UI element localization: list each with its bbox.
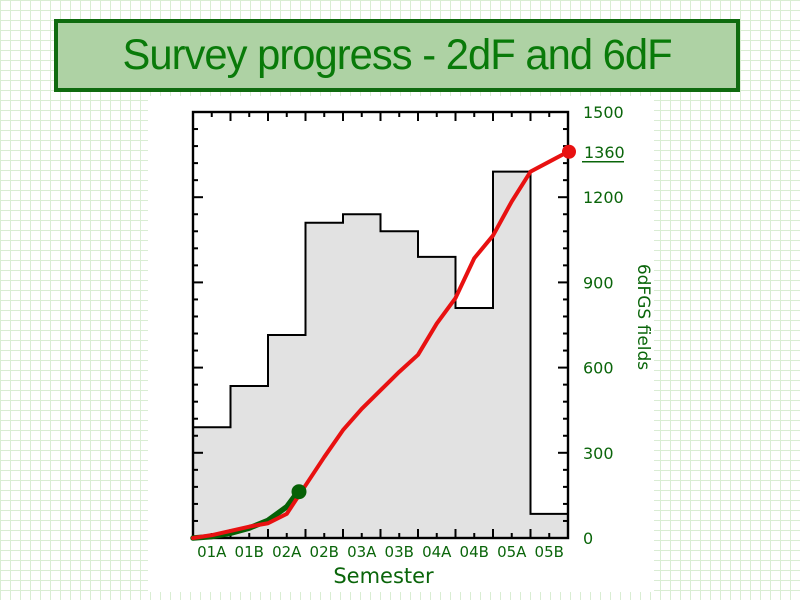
chart-figure: 0 300 600 900 1200 1500 1360 6dFGS fields 01A 01B… — [148, 96, 654, 592]
y-tick-label: 300 — [583, 444, 614, 463]
x-tick-label: 05B — [535, 543, 564, 561]
x-tick-label: 01A — [197, 543, 227, 561]
chart-svg: 0 300 600 900 1200 1500 1360 6dFGS fields 01A 01B… — [190, 103, 653, 588]
red-cumulative-line — [191, 149, 570, 540]
x-tick-label: 02A — [272, 543, 302, 561]
x-tick-label: 04A — [422, 543, 452, 561]
red-cumulative-line-endpoint-dot — [562, 144, 576, 159]
green-cumulative-line-endpoint-dot — [291, 484, 307, 500]
x-tick-label: 03B — [385, 543, 414, 561]
fields-per-semester-step-histogram — [192, 170, 569, 539]
slide-title-box: Survey progress - 2dF and 6dF — [54, 19, 740, 92]
y-axis-title: 6dFGS fields — [633, 264, 653, 370]
annotation-1360: 1360 — [584, 143, 625, 162]
x-tick-label: 01B — [235, 543, 264, 561]
y-tick-label: 0 — [583, 529, 593, 548]
slide-title: Survey progress - 2dF and 6dF — [122, 31, 672, 79]
x-tick-label: 02B — [310, 543, 339, 561]
x-tick-label: 03A — [347, 543, 377, 561]
x-tick-label: 05A — [497, 543, 527, 561]
y-tick-label: 900 — [583, 273, 614, 292]
x-axis-title: Semester — [333, 564, 434, 588]
y-tick-label: 1500 — [583, 103, 624, 122]
y-tick-label: 600 — [583, 359, 614, 378]
y-tick-label: 1200 — [583, 188, 624, 207]
plot-border — [191, 110, 570, 540]
x-tick-label: 04B — [460, 543, 489, 561]
